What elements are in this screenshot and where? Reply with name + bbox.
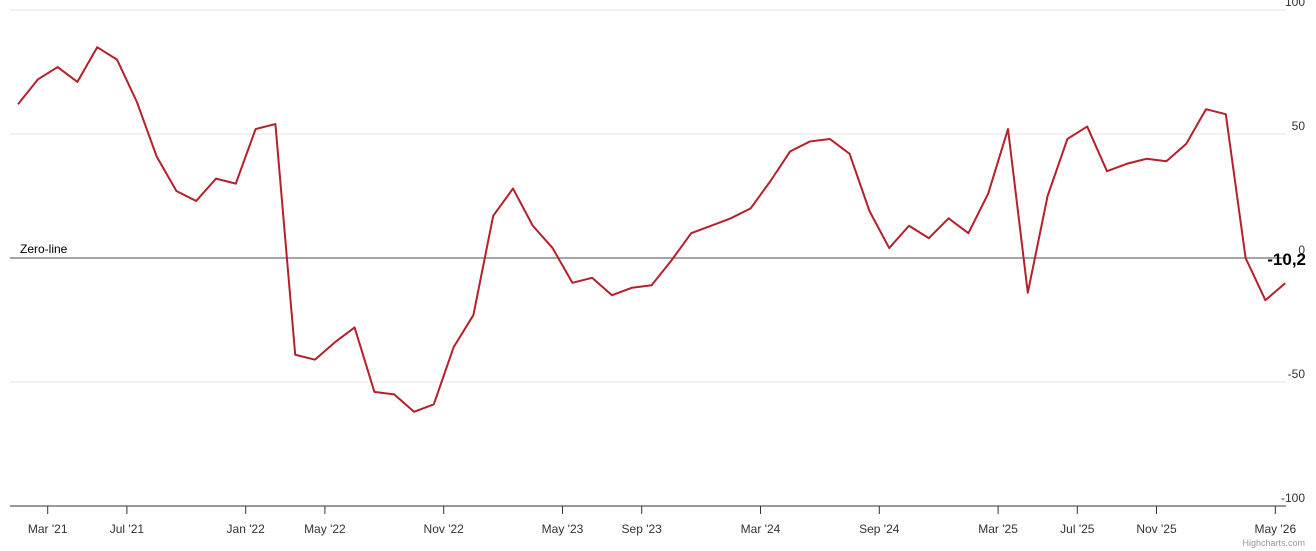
y-tick-label: 50	[1292, 119, 1306, 133]
x-tick-label: Mar '25	[978, 522, 1018, 536]
x-tick-label: Jul '21	[110, 522, 145, 536]
y-tick-label: 100	[1285, 0, 1305, 9]
x-tick-label: Sep '24	[859, 522, 900, 536]
x-tick-label: Nov '22	[424, 522, 465, 536]
y-tick-label: -50	[1288, 367, 1306, 381]
x-tick-label: Sep '23	[622, 522, 663, 536]
x-tick-label: Nov '25	[1136, 522, 1177, 536]
x-tick-label: Jul '25	[1060, 522, 1095, 536]
x-tick-label: May '22	[304, 522, 346, 536]
x-tick-label: May '26	[1254, 522, 1296, 536]
zero-line-label: Zero-line	[20, 242, 68, 256]
x-tick-label: Jan '22	[227, 522, 266, 536]
y-tick-label: -100	[1281, 491, 1305, 505]
x-tick-label: Mar '24	[741, 522, 781, 536]
y-tick-label: 0	[1298, 243, 1305, 257]
credits: Highcharts.com	[1242, 538, 1305, 548]
value-label: -10,2	[1267, 250, 1306, 269]
line	[17, 46, 1286, 413]
x-tick-label: Mar '21	[28, 522, 68, 536]
x-tick-label: May '23	[542, 522, 584, 536]
